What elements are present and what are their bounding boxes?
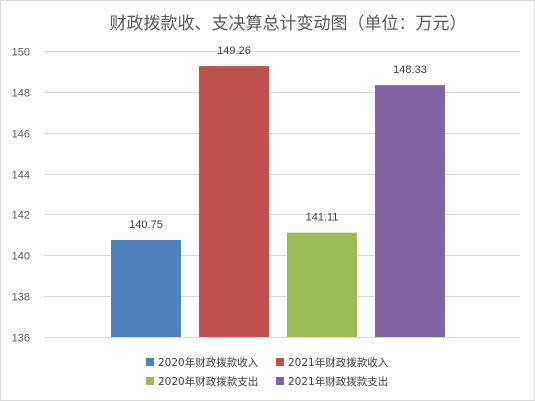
legend-swatch: [146, 358, 154, 366]
bars: [111, 66, 445, 338]
data-label: 140.75: [129, 219, 163, 231]
y-axis-ticks: 136 138 140 142 144 146 148 150: [12, 47, 30, 345]
bar: [287, 232, 357, 337]
y-tick-label: 148: [12, 88, 30, 100]
y-tick-label: 150: [12, 47, 30, 59]
y-tick-label: 138: [12, 292, 30, 304]
legend-label: 2021年财政拨款支出: [288, 375, 388, 388]
y-tick-label: 146: [12, 129, 30, 141]
legend: 2020年财政拨款收入 2021年财政拨款收入 2020年财政拨款支出 2021年财政…: [146, 356, 389, 388]
y-tick-label: 136: [12, 333, 30, 345]
data-labels: 140.75 149.26 141.11 148.33: [129, 45, 427, 231]
y-tick-label: 144: [12, 170, 30, 182]
y-tick-label: 142: [12, 210, 30, 222]
y-tick-label: 140: [12, 251, 30, 263]
legend-label: 2020年财政拨款收入: [158, 356, 259, 369]
bar: [199, 66, 269, 338]
legend-label: 2021年财政拨款收入: [288, 356, 389, 369]
chart-title: 财政拨款收、支决算总计变动图（单位：万元）: [110, 14, 467, 34]
legend-swatch: [276, 358, 284, 366]
data-label: 149.26: [217, 45, 251, 57]
bar: [111, 239, 181, 337]
legend-label: 2020年财政拨款支出: [158, 375, 258, 388]
bar: [375, 85, 445, 337]
legend-swatch: [276, 377, 284, 385]
legend-swatch: [146, 377, 154, 385]
data-label: 148.33: [393, 64, 427, 76]
data-label: 141.11: [306, 212, 339, 224]
